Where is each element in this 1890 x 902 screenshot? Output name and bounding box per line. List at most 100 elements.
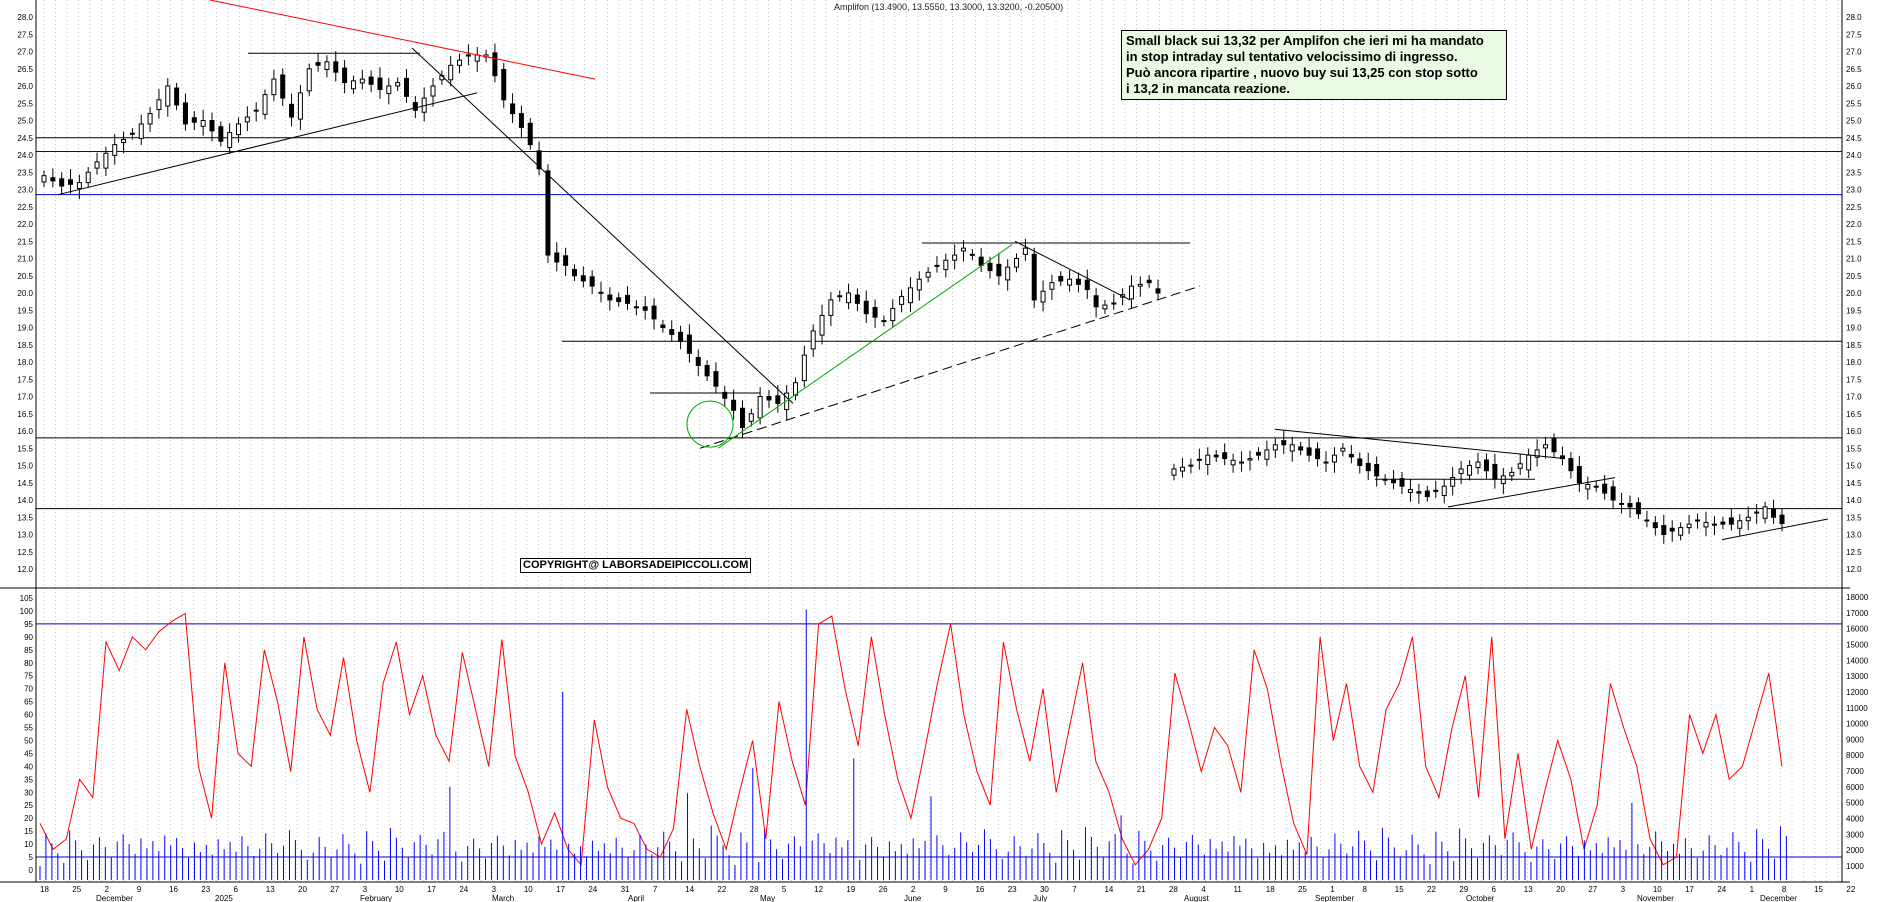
- candle-body: [1585, 483, 1591, 490]
- candle-body: [1458, 468, 1464, 474]
- candle-body: [554, 252, 560, 263]
- candle-body: [1222, 452, 1228, 460]
- month-label: October: [1466, 894, 1495, 902]
- date-tick-label: 27: [1588, 885, 1597, 894]
- price-tick-label-left: 28.0: [17, 13, 33, 22]
- price-tick-label-right: 25.0: [1846, 117, 1862, 126]
- candle-body: [1399, 478, 1405, 487]
- candle-body: [916, 278, 922, 291]
- candle-body: [1619, 502, 1625, 505]
- candle-body: [969, 253, 975, 256]
- date-tick-label: 3: [492, 885, 497, 894]
- month-label: December: [96, 894, 133, 902]
- candle-body: [695, 357, 701, 366]
- volume-tick-label: 14000: [1846, 656, 1869, 665]
- volume-tick-label: 15000: [1846, 640, 1869, 649]
- date-tick-label: 18: [1266, 885, 1275, 894]
- candle-body: [1205, 454, 1211, 465]
- volume-tick-label: 12000: [1846, 688, 1869, 697]
- candle-body: [68, 179, 74, 185]
- candle-body: [306, 68, 312, 92]
- candle-body: [1255, 451, 1261, 456]
- date-tick-label: 15: [1395, 885, 1404, 894]
- price-tick-label-left: 23.0: [17, 186, 33, 195]
- candle-body: [731, 399, 737, 411]
- candle-body: [775, 395, 781, 404]
- candle-body: [448, 64, 454, 81]
- date-tick-label: 28: [750, 885, 759, 894]
- candle-body: [1602, 483, 1608, 494]
- date-tick-label: 4: [1201, 885, 1206, 894]
- candle-body: [1644, 519, 1650, 522]
- date-tick-label: 16: [975, 885, 984, 894]
- price-tick-label-left: 17.0: [17, 393, 33, 402]
- price-tick-label-left: 16.0: [17, 427, 33, 436]
- price-tick-label-left: 13.0: [17, 531, 33, 540]
- volume-tick-label: 11000: [1846, 704, 1868, 713]
- date-tick-label: 11: [1234, 885, 1243, 894]
- date-tick-label: 22: [1846, 885, 1855, 894]
- candle-body: [289, 103, 295, 118]
- date-tick-label: 10: [395, 885, 404, 894]
- month-label: December: [1760, 894, 1797, 902]
- candle-body: [59, 178, 65, 187]
- candle-body: [616, 297, 622, 303]
- candle-body: [1728, 517, 1734, 525]
- candle-body: [253, 109, 259, 112]
- candle-body: [1720, 521, 1726, 525]
- candle-body: [978, 256, 984, 266]
- candle-body: [1635, 502, 1641, 515]
- candle-body: [227, 132, 233, 148]
- date-tick-label: 20: [298, 885, 307, 894]
- candle-body: [1576, 466, 1582, 484]
- candle-body: [76, 182, 82, 189]
- price-tick-label-right: 20.5: [1846, 272, 1862, 281]
- price-tick-label-right: 27.0: [1846, 48, 1862, 57]
- date-tick-label: 13: [1524, 885, 1533, 894]
- candle-body: [1014, 258, 1020, 268]
- candle-body: [1272, 444, 1278, 451]
- candle-body: [1433, 489, 1439, 492]
- candle-body: [589, 276, 595, 287]
- price-tick-label-left: 24.0: [17, 151, 33, 160]
- candle-body: [1441, 485, 1447, 497]
- candle-body: [1315, 448, 1321, 460]
- note-line: Può ancora ripartire , nuovo buy sui 13,…: [1126, 65, 1478, 80]
- candle-body: [218, 126, 224, 142]
- candle-body: [642, 306, 648, 311]
- candle-body: [1627, 502, 1633, 508]
- candle-body: [1568, 458, 1574, 472]
- candle-body: [881, 320, 887, 323]
- candle-body: [1737, 520, 1743, 529]
- price-tick-label-left: 16.5: [17, 410, 33, 419]
- candle-body: [607, 294, 613, 301]
- candle-body: [722, 391, 728, 399]
- note-line: i 13,2 in mancata reazione.: [1126, 81, 1291, 96]
- date-tick-label: 21: [1137, 885, 1146, 894]
- candle-body: [1239, 461, 1245, 464]
- date-tick-label: 17: [427, 885, 436, 894]
- candle-body: [1306, 447, 1312, 456]
- price-tick-label-right: 13.0: [1846, 531, 1862, 540]
- price-tick-label-right: 24.5: [1846, 134, 1862, 143]
- date-tick-label: 8: [1363, 885, 1368, 894]
- candle-body: [1475, 461, 1481, 469]
- oscillator-tick-label: 65: [24, 698, 33, 707]
- candle-body: [1005, 266, 1011, 281]
- candle-body: [457, 59, 463, 66]
- price-tick-label-right: 24.0: [1846, 151, 1862, 160]
- candle-body: [1593, 485, 1599, 488]
- oscillator-tick-label: 5: [29, 853, 34, 862]
- price-tick-label-left: 25.5: [17, 99, 33, 108]
- candle-body: [1703, 521, 1709, 528]
- date-tick-label: 25: [1298, 885, 1307, 894]
- candle-body: [103, 152, 109, 169]
- candle-body: [1467, 465, 1473, 476]
- price-tick-label-right: 21.0: [1846, 255, 1862, 264]
- date-tick-label: 23: [201, 885, 210, 894]
- candle-body: [147, 113, 153, 125]
- candle-body: [837, 295, 843, 298]
- candle-body: [925, 271, 931, 278]
- green-trendline: [717, 244, 1013, 449]
- date-tick-label: 9: [137, 885, 142, 894]
